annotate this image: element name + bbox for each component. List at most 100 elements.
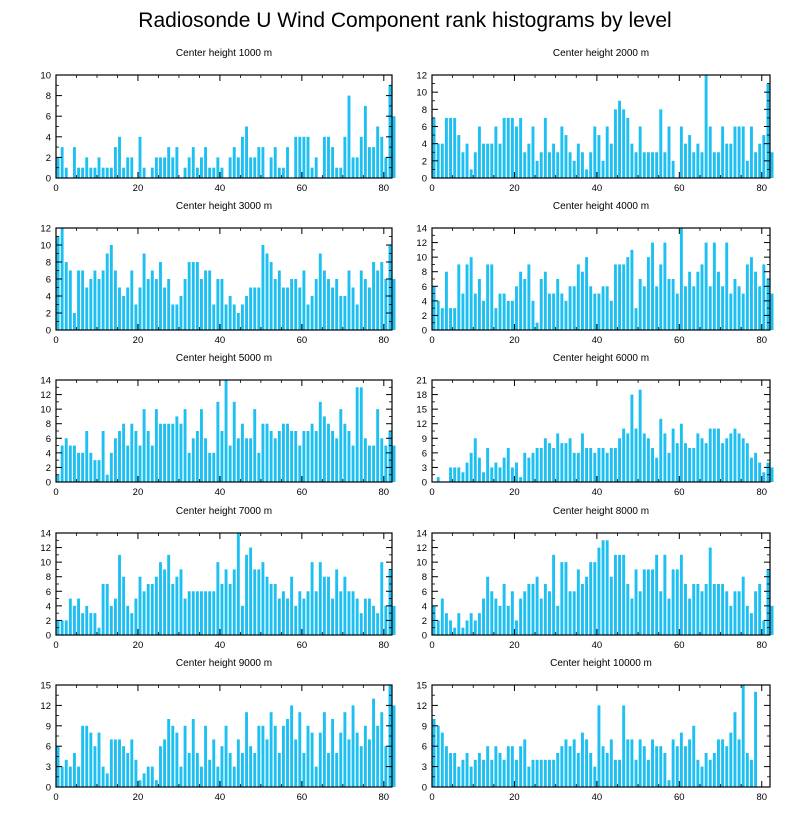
histogram-bar bbox=[253, 157, 257, 178]
histogram-bar bbox=[729, 293, 733, 330]
histogram-bar bbox=[138, 780, 142, 787]
histogram-bar bbox=[618, 554, 622, 635]
histogram-bar bbox=[741, 685, 745, 787]
histogram-bar bbox=[64, 438, 68, 482]
histogram-bar bbox=[502, 457, 506, 482]
histogram-bar bbox=[335, 569, 339, 635]
histogram-bar bbox=[535, 448, 539, 482]
histogram-bar bbox=[712, 753, 716, 787]
histogram-bar bbox=[220, 279, 224, 330]
histogram-bar bbox=[469, 452, 473, 482]
histogram-bar bbox=[609, 448, 613, 482]
histogram-bar bbox=[548, 591, 551, 635]
histogram-bar bbox=[572, 160, 576, 178]
histogram-bar bbox=[122, 167, 126, 178]
histogram-bar bbox=[138, 136, 142, 178]
histogram-bar bbox=[552, 448, 556, 482]
histogram-bar bbox=[335, 438, 339, 482]
x-tick-label: 40 bbox=[215, 487, 226, 498]
histogram-bar bbox=[208, 167, 212, 178]
panel-5: Center height 5000 m 0 20 40 60 80 0 2 4 6 8 10 12 14 bbox=[40, 353, 396, 498]
histogram-bar bbox=[733, 279, 737, 330]
histogram-bar bbox=[126, 157, 130, 178]
histogram-bar bbox=[269, 712, 273, 787]
histogram-bar bbox=[224, 569, 228, 635]
y-tick-label: 12 bbox=[416, 419, 427, 430]
histogram-bar bbox=[494, 308, 498, 330]
y-tick-label: 0 bbox=[46, 174, 51, 185]
y-tick-label: 6 bbox=[46, 434, 51, 445]
y-tick-label: 12 bbox=[416, 701, 427, 712]
histogram-bar bbox=[290, 431, 294, 482]
histogram-bar bbox=[523, 591, 527, 635]
x-tick-label: 40 bbox=[592, 335, 603, 346]
histogram-bar bbox=[486, 143, 490, 178]
histogram-bar bbox=[171, 423, 175, 482]
y-tick-label: 10 bbox=[40, 405, 51, 416]
histogram-bar bbox=[432, 719, 436, 787]
histogram-bar bbox=[465, 753, 469, 787]
histogram-bar bbox=[122, 576, 126, 635]
y-tick-label: 3 bbox=[422, 463, 427, 474]
histogram-bar bbox=[388, 569, 392, 635]
histogram-bar bbox=[754, 452, 758, 482]
histogram-bar bbox=[245, 126, 248, 178]
histogram-bar bbox=[490, 264, 494, 330]
histogram-bar bbox=[335, 167, 339, 178]
histogram-bar bbox=[663, 152, 667, 178]
histogram-bar bbox=[228, 584, 232, 635]
histogram-bar bbox=[638, 279, 642, 330]
histogram-bar bbox=[109, 452, 113, 482]
histogram-bar bbox=[642, 433, 646, 482]
histogram-bar bbox=[515, 286, 518, 330]
histogram-bar bbox=[351, 445, 355, 482]
histogram-bar bbox=[314, 766, 318, 787]
histogram-bar bbox=[675, 569, 679, 635]
histogram-bar bbox=[638, 739, 642, 787]
histogram-bar bbox=[531, 759, 535, 787]
histogram-bar bbox=[220, 167, 224, 178]
histogram-bar bbox=[179, 766, 183, 787]
histogram-bar bbox=[191, 262, 195, 330]
histogram-bar bbox=[754, 691, 758, 787]
histogram-bar bbox=[510, 300, 514, 330]
histogram-bar bbox=[286, 423, 289, 482]
histogram-bar bbox=[281, 167, 285, 178]
histogram-bar bbox=[469, 257, 473, 330]
histogram-bar bbox=[601, 746, 605, 787]
histogram-bar bbox=[273, 725, 277, 787]
histogram-bar bbox=[770, 467, 774, 482]
histogram-bar bbox=[380, 262, 384, 330]
histogram-bar bbox=[240, 605, 244, 635]
y-tick-label: 4 bbox=[422, 139, 427, 150]
histogram-bar bbox=[269, 262, 273, 330]
x-tick-label: 20 bbox=[133, 335, 144, 346]
histogram-bar bbox=[601, 540, 605, 635]
histogram-bar bbox=[539, 448, 543, 482]
x-tick-label: 40 bbox=[215, 792, 226, 803]
histogram-bar bbox=[179, 296, 183, 330]
histogram-bar bbox=[556, 433, 560, 482]
histogram-bar bbox=[240, 136, 244, 178]
x-tick-label: 0 bbox=[53, 335, 58, 346]
y-tick-label: 4 bbox=[422, 601, 427, 612]
histogram-bar bbox=[477, 457, 481, 482]
histogram-bar bbox=[384, 445, 388, 482]
histogram-bar bbox=[167, 554, 171, 635]
histogram-bar bbox=[651, 242, 654, 330]
x-tick-label: 0 bbox=[53, 640, 58, 651]
histogram-bar bbox=[118, 739, 121, 787]
histogram-bar bbox=[531, 126, 535, 178]
histogram-bar bbox=[457, 135, 461, 178]
histogram-bar bbox=[249, 746, 253, 787]
histogram-bar bbox=[130, 157, 134, 178]
histogram-bar bbox=[700, 264, 704, 330]
histogram-bar bbox=[436, 620, 440, 635]
histogram-bar bbox=[302, 753, 306, 787]
histogram-bar bbox=[745, 753, 749, 787]
histogram-bar bbox=[449, 753, 453, 787]
histogram-bar bbox=[510, 591, 514, 635]
histogram-bar bbox=[473, 152, 477, 178]
histogram-bar bbox=[675, 443, 679, 482]
y-tick-label: 8 bbox=[46, 258, 51, 269]
